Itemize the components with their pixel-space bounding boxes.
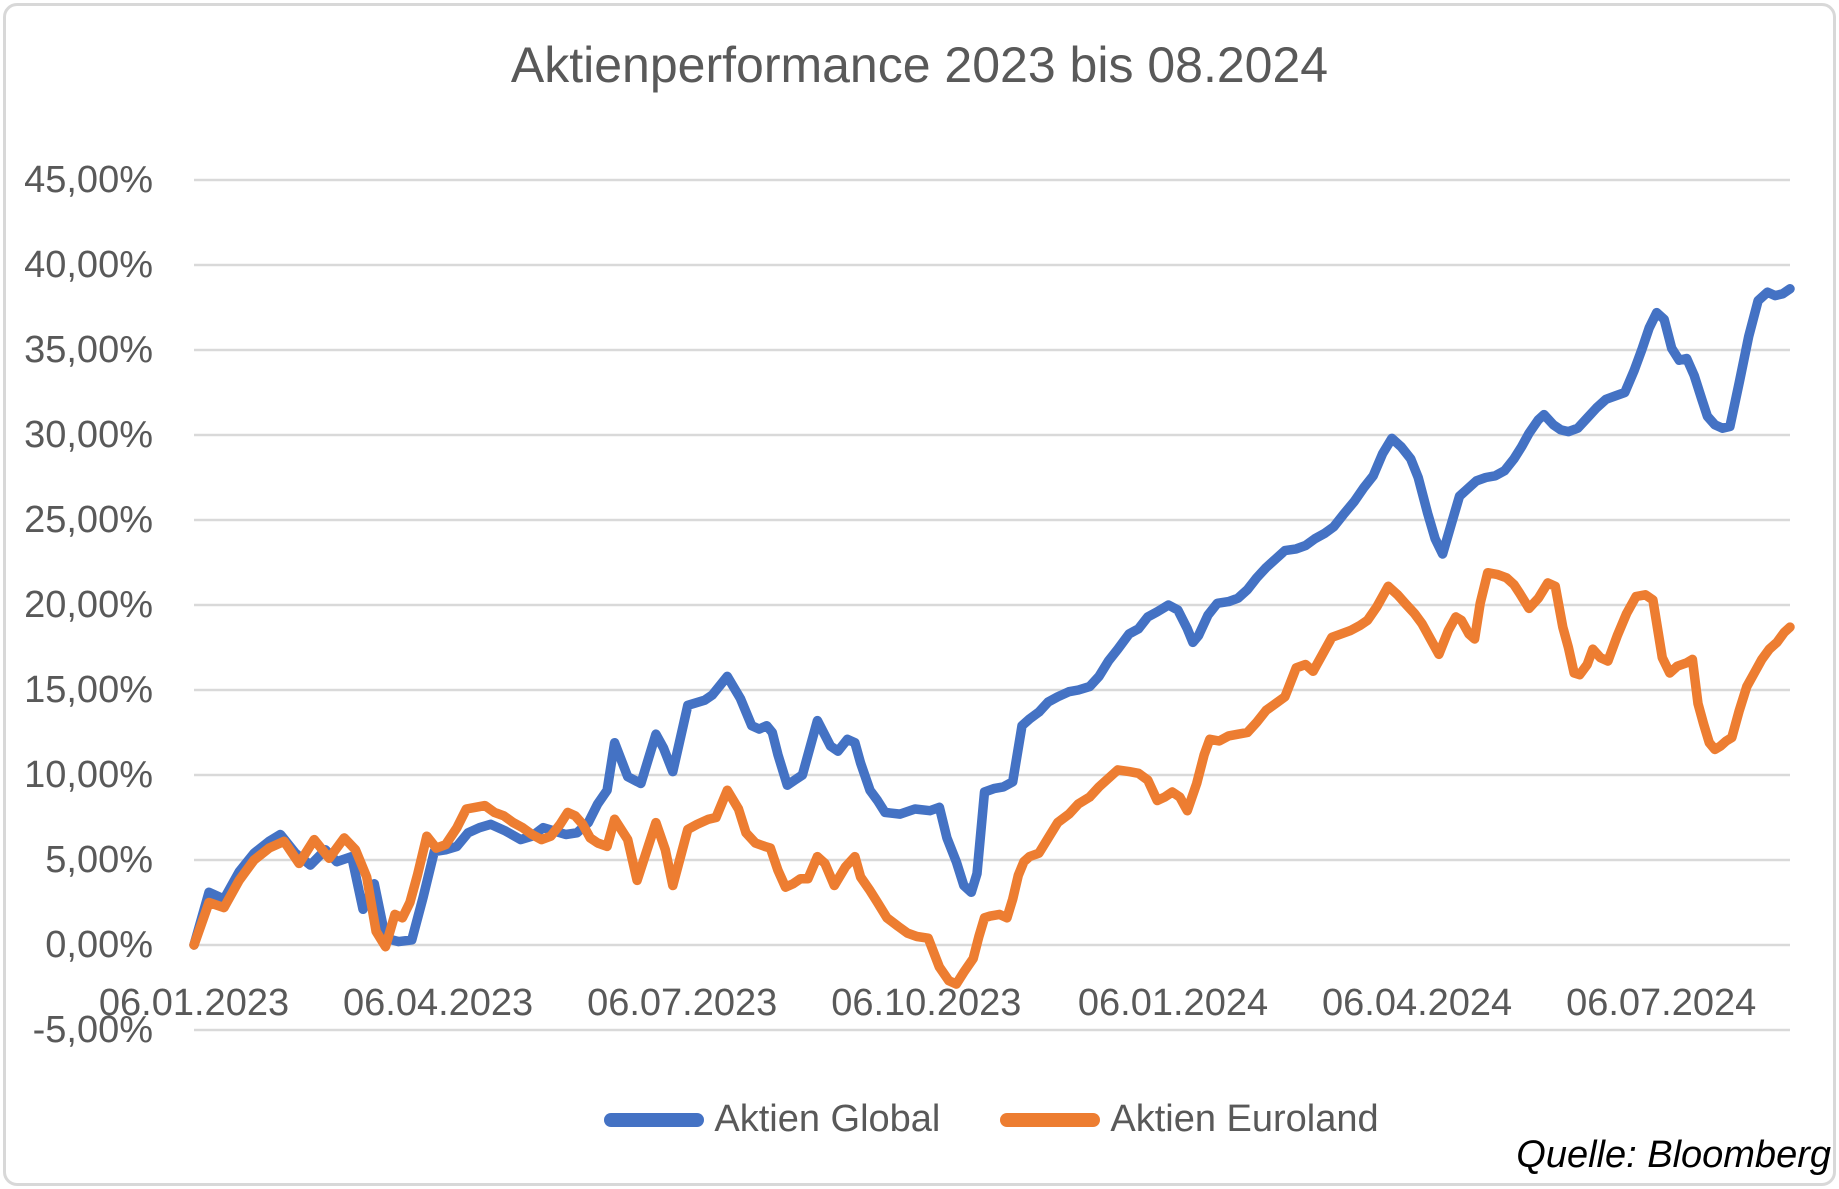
legend-item-aktien-euroland: Aktien Euroland — [1000, 1098, 1379, 1141]
y-axis-label: 25,00% — [24, 499, 153, 541]
y-axis-label: 10,00% — [24, 754, 153, 796]
gridlines — [194, 178, 1790, 1032]
legend-label: Aktien Global — [714, 1098, 941, 1140]
x-axis-label: 06.07.2023 — [587, 982, 778, 1024]
x-axis-label: 06.10.2023 — [831, 982, 1022, 1024]
y-axis-label: 15,00% — [24, 669, 153, 711]
x-axis-label: 06.04.2024 — [1322, 982, 1513, 1024]
y-axis-label: -5,00% — [32, 1009, 153, 1051]
series-line-aktien-global — [189, 284, 1795, 950]
chart-title: Aktienperformance 2023 bis 08.2024 — [510, 37, 1329, 93]
x-axis-label: 06.01.2023 — [98, 982, 290, 1024]
legend-item-aktien-global: Aktien Global — [604, 1098, 940, 1141]
x-axis-label: 06.04.2023 — [343, 982, 534, 1024]
legend-swatch-blue-line-icon — [604, 1112, 705, 1127]
y-axis-label: 40,00% — [24, 244, 153, 286]
y-axis-label: 35,00% — [24, 329, 153, 371]
series-line-aktien-euroland — [189, 567, 1795, 989]
y-axis-label: 0,00% — [45, 924, 153, 966]
chart-frame — [3, 3, 1836, 1186]
x-axis-label: 06.01.2024 — [1077, 982, 1269, 1024]
chart-legend: Aktien Global Aktien Euroland — [72, 1098, 1839, 1141]
y-axis-label: 5,00% — [45, 839, 153, 881]
legend-label: Aktien Euroland — [1110, 1098, 1379, 1140]
y-axis-label: 45,00% — [24, 159, 153, 201]
y-axis-label: 30,00% — [24, 414, 153, 456]
source-caption: Quelle: Bloomberg — [1516, 1134, 1831, 1176]
legend-swatch-orange-line-icon — [1000, 1112, 1101, 1127]
x-axis-label: 06.07.2024 — [1566, 982, 1757, 1024]
y-axis-label: 20,00% — [24, 584, 153, 626]
